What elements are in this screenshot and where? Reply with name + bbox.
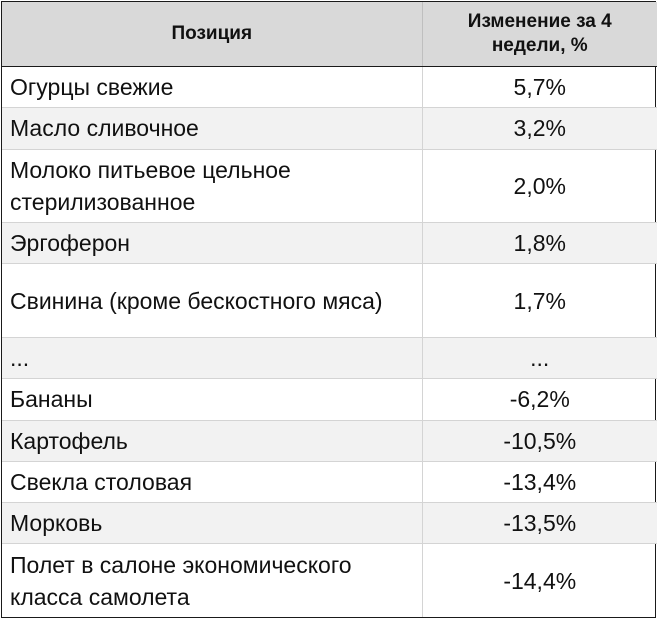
cell-position: Свинина (кроме бескостного мяса) (2, 263, 422, 338)
cell-change: -14,4% (421, 543, 657, 617)
cell-position: Огурцы свежие (10, 74, 174, 101)
table-row: Бананы -6,2% (2, 378, 657, 421)
table-row: Молоко питьевое цельное стерилизованное … (2, 148, 657, 223)
table-header-row: Позиция Изменение за 4 недели, % (2, 2, 657, 67)
cell-change: 2,0% (421, 148, 657, 223)
cell-position: Морковь (2, 502, 422, 544)
cell-position: Картофель (2, 419, 422, 462)
header-position: Позиция (2, 2, 422, 67)
table-row: Полет в салоне экономического класса сам… (2, 543, 657, 617)
table-row: Свинина (кроме бескостного мяса) 1,7% (2, 263, 657, 338)
cell-change: -6,2% (421, 378, 657, 421)
cell-position: Свекла столовая (2, 460, 422, 503)
table-row: Свекла столовая -13,4% (2, 460, 657, 503)
cell-change: -10,5% (421, 419, 657, 462)
cell-change: 1,8% (421, 222, 657, 264)
cell-change: ... (421, 336, 657, 379)
cell-position: Полет в салоне экономического класса сам… (2, 543, 422, 617)
cell-position: Эргоферон (2, 222, 422, 264)
table-row: Картофель -10,5% (2, 419, 657, 462)
cell-position: ... (2, 336, 422, 379)
cell-change: 3,2% (421, 107, 657, 150)
cell-position: Бананы (2, 378, 422, 421)
cell-change: 5,7% (421, 66, 657, 108)
cell-position: Масло сливочное (2, 107, 422, 150)
table-row: Масло сливочное 3,2% (2, 107, 657, 150)
cell-position: Молоко питьевое цельное стерилизованное (2, 148, 422, 223)
table-row: ... ... (2, 336, 657, 379)
cell-change: 1,7% (421, 263, 657, 338)
table-row: Эргоферон 1,8% (2, 222, 657, 264)
table-row: Морковь -13,5% (2, 502, 657, 544)
cell-change: -13,5% (421, 502, 657, 544)
table-row: Огурцы свежие 5,7% (2, 66, 657, 108)
cell-change: -13,4% (421, 460, 657, 503)
header-change: Изменение за 4 недели, % (421, 2, 657, 67)
